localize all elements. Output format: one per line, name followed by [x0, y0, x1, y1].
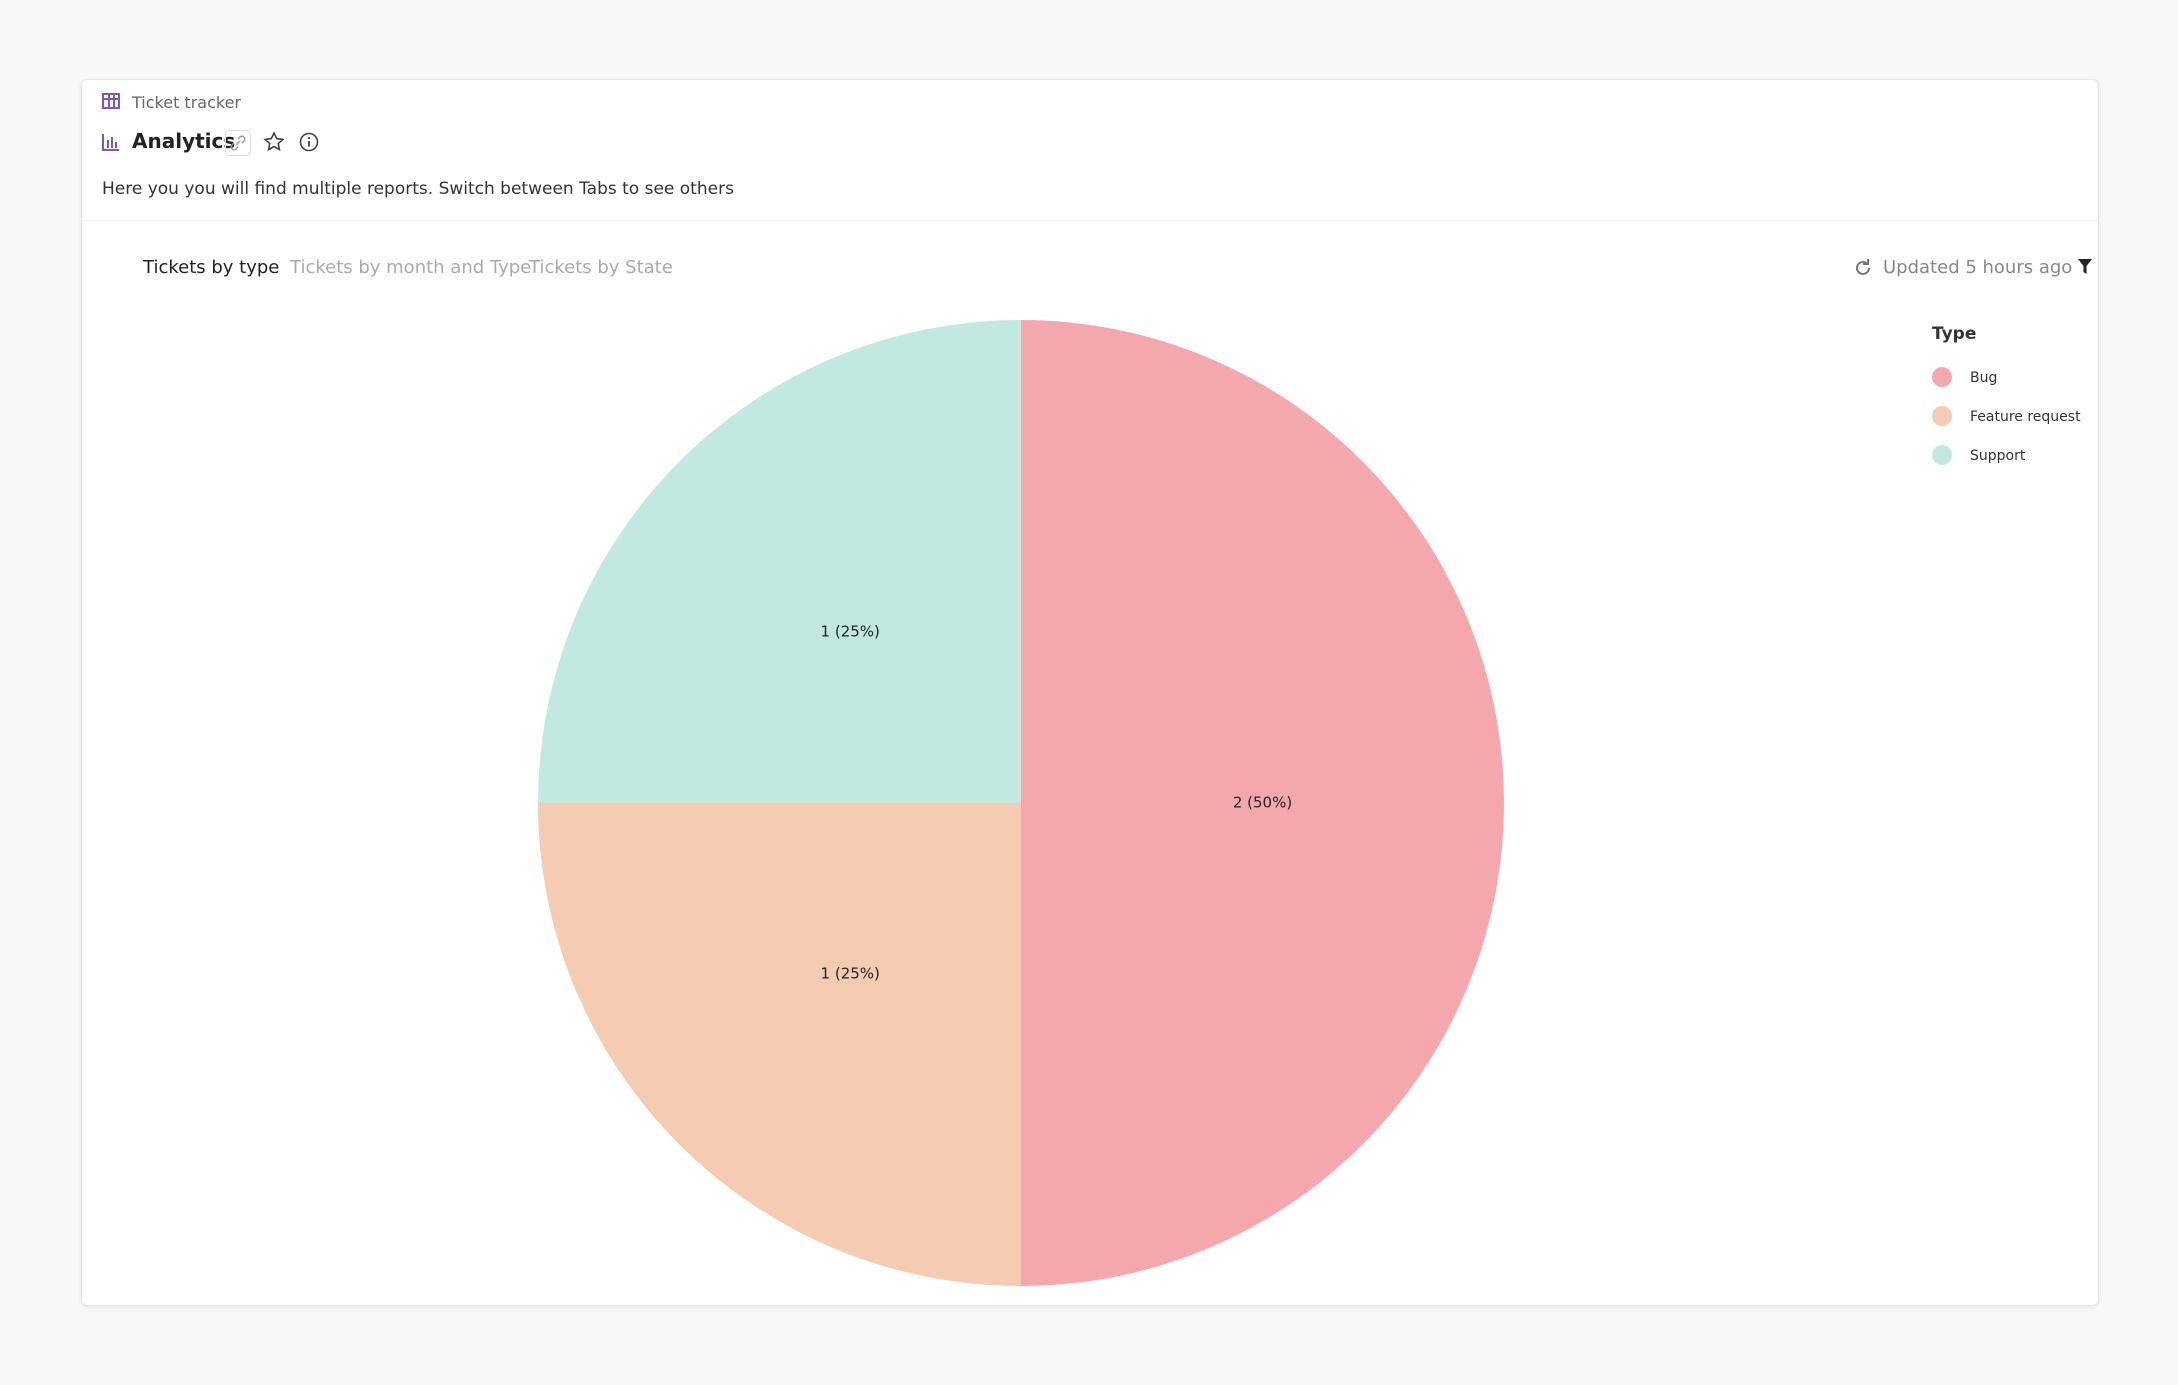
- page-title: Analytics: [132, 129, 236, 153]
- data-label: 2 (50%): [1233, 794, 1292, 812]
- tab[interactable]: Tickets by type: [143, 257, 280, 278]
- info-button[interactable]: [298, 131, 320, 153]
- description: Here you you will find multiple reports.…: [102, 179, 734, 199]
- data-label: 1 (25%): [821, 964, 880, 982]
- pie-slice: [538, 803, 1021, 1286]
- legend-swatch: [1932, 367, 1952, 387]
- legend-title: Type: [1932, 324, 1976, 344]
- pie-slice: [1021, 320, 1504, 1286]
- divider: [82, 220, 2098, 221]
- tab[interactable]: Tickets by month and Type: [290, 257, 532, 278]
- legend-swatch: [1932, 406, 1952, 426]
- breadcrumb[interactable]: Ticket tracker: [132, 93, 241, 112]
- filter-button[interactable]: [2077, 258, 2093, 276]
- chart-icon: [102, 134, 119, 151]
- legend-swatch: [1932, 445, 1952, 465]
- update-status: Updated 5 hours ago: [1883, 257, 2073, 278]
- legend-label: Support: [1970, 448, 2026, 464]
- pie-slice: [538, 320, 1021, 803]
- data-label: 1 (25%): [821, 623, 880, 641]
- legend-label: Bug: [1970, 370, 1997, 386]
- legend-label: Feature request: [1970, 409, 2081, 425]
- star-button[interactable]: [263, 131, 285, 153]
- tab[interactable]: Tickets by State: [529, 257, 673, 278]
- table-icon: [102, 93, 120, 109]
- link-button[interactable]: [225, 130, 251, 156]
- refresh-icon[interactable]: [1853, 258, 1873, 278]
